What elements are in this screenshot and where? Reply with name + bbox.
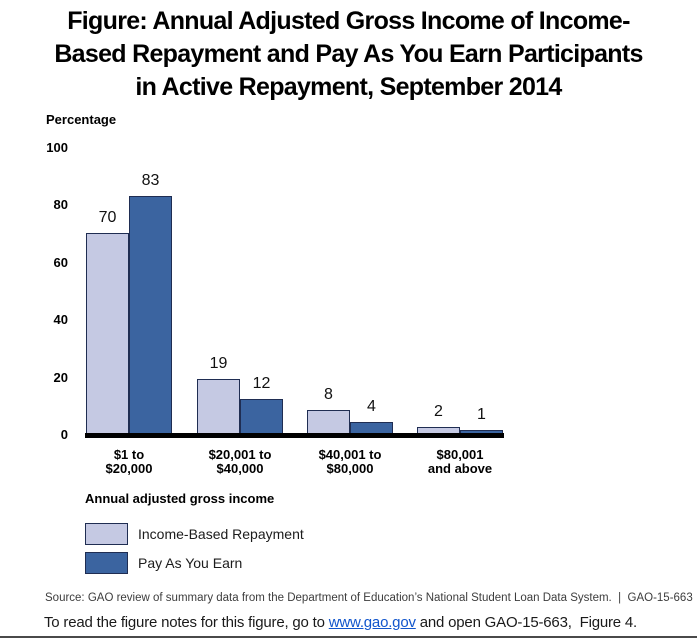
figure-title-line-1: Figure: Annual Adjusted Gross Income of … — [67, 7, 630, 35]
x-axis-category-label-3: $40,001 to $80,000 — [318, 447, 382, 476]
y-axis-tick-80: 80 — [53, 197, 68, 213]
footer-text-pre: To read the figure notes for this figure… — [44, 614, 329, 631]
bar-value-label-pay-as-you-earn-group3: 4 — [367, 398, 376, 415]
bar-value-label-income-based-repayment-group2: 19 — [209, 355, 228, 372]
legend-row-income-based-repayment: Income-Based Repayment — [85, 523, 304, 545]
y-axis-tick-20: 20 — [53, 369, 68, 385]
x-axis-baseline — [85, 433, 504, 438]
bar-value-label-income-based-repayment-group3: 8 — [324, 386, 333, 403]
y-axis-title: Percentage — [46, 112, 117, 127]
bar-income-based-repayment-group2 — [197, 379, 240, 433]
bar-value-label-income-based-repayment-group1: 70 — [98, 209, 117, 226]
gao-link[interactable]: www.gao.gov — [328, 614, 416, 631]
figure-title-line-2: Based Repayment and Pay As You Earn Part… — [54, 40, 643, 68]
bar-value-label-pay-as-you-earn-group2: 12 — [252, 375, 271, 392]
plot-area: 70 19 8 2 83 12 4 1 — [85, 147, 504, 433]
bar-pay-as-you-earn-group3 — [350, 422, 393, 433]
legend-swatch-income-based-repayment — [85, 523, 128, 545]
bar-pay-as-you-earn-group2 — [240, 399, 283, 433]
y-axis-tick-40: 40 — [53, 312, 68, 328]
x-axis-title: Annual adjusted gross income — [85, 491, 275, 506]
bar-income-based-repayment-group1 — [86, 233, 129, 433]
x-axis-category-label-2: $20,001 to $40,000 — [208, 447, 272, 476]
bar-pay-as-you-earn-group4 — [460, 430, 503, 433]
legend-label-income-based-repayment: Income-Based Repayment — [138, 526, 304, 542]
legend: Income-Based Repayment Pay As You Earn — [85, 523, 304, 581]
source-note: Source: GAO review of summary data from … — [45, 592, 693, 604]
y-axis-tick-0: 0 — [60, 427, 68, 442]
bar-income-based-repayment-group3 — [307, 410, 350, 433]
footer-note: To read the figure notes for this figure… — [44, 614, 637, 631]
x-axis-category-label-1: $1 to $20,000 — [105, 447, 153, 476]
legend-swatch-pay-as-you-earn — [85, 552, 128, 574]
bar-pay-as-you-earn-group1 — [129, 196, 172, 433]
figure-title-line-3: in Active Repayment, September 2014 — [135, 73, 562, 101]
legend-row-pay-as-you-earn: Pay As You Earn — [85, 552, 304, 574]
legend-label-pay-as-you-earn: Pay As You Earn — [138, 555, 243, 571]
footer-text-post: and open GAO-15-663, Figure 4. — [415, 614, 638, 631]
figure-title: Figure: Annual Adjusted Gross Income of … — [0, 5, 697, 104]
bar-value-label-pay-as-you-earn-group4: 1 — [477, 406, 486, 423]
x-axis-category-label-4: $80,001 and above — [427, 447, 493, 476]
bar-value-label-pay-as-you-earn-group1: 83 — [141, 172, 160, 189]
bottom-rule — [0, 636, 697, 638]
y-axis-tick-100: 100 — [46, 140, 68, 155]
y-axis-tick-60: 60 — [53, 254, 68, 270]
bar-income-based-repayment-group4 — [417, 427, 460, 433]
bar-value-label-income-based-repayment-group4: 2 — [434, 403, 443, 420]
